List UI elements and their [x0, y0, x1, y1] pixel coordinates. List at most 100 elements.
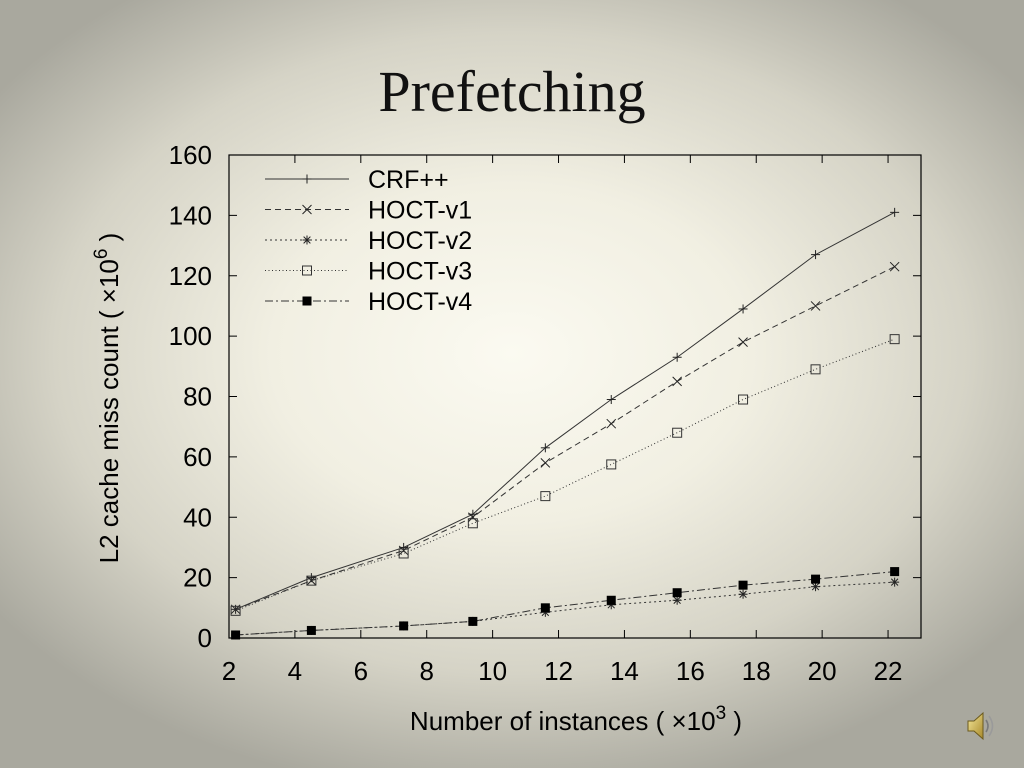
- y-tick-label: 40: [183, 502, 212, 532]
- series-hoct-v3: [230, 334, 900, 616]
- y-axis-title-prefix: L2 cache miss count (: [94, 303, 124, 563]
- series-hoct-v3-point: [606, 459, 617, 470]
- x-axis-title-prefix: Number of instances (: [410, 706, 672, 736]
- legend-label: HOCT-v3: [368, 258, 472, 286]
- legend-marker: [302, 204, 312, 215]
- series-hoct-v2-point: [811, 582, 821, 592]
- y-tick-label: 120: [169, 261, 212, 291]
- legend-label: HOCT-v1: [368, 197, 472, 225]
- series-hoct-v1-point: [810, 301, 821, 311]
- series-hoct-v4-point: [811, 574, 821, 584]
- series-hoct-v1-point: [467, 512, 478, 523]
- series-hoct-v2-point: [738, 589, 748, 599]
- series-hoct-v2-point: [672, 595, 682, 605]
- series-crf-point: [738, 304, 748, 314]
- series-hoct-v3-point: [398, 548, 409, 559]
- speaker-icon[interactable]: [966, 708, 996, 744]
- y-tick-label: 140: [169, 200, 212, 230]
- series-hoct-v4-point: [399, 621, 409, 631]
- y-axis-unit-exponent: 6: [91, 249, 112, 260]
- series-layer: [230, 207, 900, 640]
- y-axis-title: L2 cache miss count ( ×106 ): [91, 233, 124, 564]
- legend-item-hoct-v3: HOCT-v3: [265, 258, 472, 286]
- x-tick-label: 12: [544, 656, 573, 686]
- series-hoct-v1-point: [540, 458, 551, 468]
- legend-item-hoct-v4: HOCT-v4: [265, 288, 472, 316]
- legend-marker: [302, 235, 312, 245]
- legend-item-hoct-v2: HOCT-v2: [265, 227, 472, 255]
- x-axis-unit-exponent: 3: [716, 703, 727, 724]
- series-hoct-v3-point: [306, 575, 317, 586]
- series-hoct-v1: [230, 261, 900, 615]
- series-hoct-v4: [231, 567, 900, 640]
- series-hoct-v1-point: [306, 575, 317, 586]
- x-tick-label: 4: [288, 656, 302, 686]
- series-hoct-v2-point: [890, 577, 900, 587]
- legend-label: HOCT-v4: [368, 288, 472, 316]
- x-axis-title: Number of instances ( ×103 ): [410, 703, 742, 736]
- series-hoct-v1-point: [606, 418, 617, 429]
- y-tick-label: 20: [183, 563, 212, 593]
- x-tick-label: 8: [419, 656, 433, 686]
- series-hoct-v1-point: [672, 376, 683, 387]
- series-hoct-v4-point: [606, 595, 616, 605]
- series-hoct-v4-point: [672, 588, 682, 598]
- series-crf-point: [890, 207, 900, 217]
- series-hoct-v3-point: [467, 518, 478, 529]
- series-hoct-v4-point: [890, 567, 900, 577]
- series-hoct-v4-line: [235, 571, 895, 636]
- plot-frame: [228, 154, 922, 639]
- x-tick-label: 10: [478, 656, 507, 686]
- series-hoct-v3-point: [738, 394, 749, 405]
- y-axis-ticks: 0 20 40 60 80 100 120 140 160: [169, 140, 921, 653]
- series-hoct-v4-point: [231, 630, 241, 640]
- series-hoct-v1-line: [235, 266, 895, 610]
- legend-label: CRF++: [368, 166, 449, 194]
- y-axis-times-sign: ×: [94, 288, 124, 303]
- x-axis-times-sign: ×: [671, 706, 686, 736]
- slide-title: Prefetching: [378, 59, 646, 124]
- series-hoct-v1-point: [738, 337, 748, 348]
- legend-item-crf: CRF++: [265, 166, 449, 194]
- legend-marker: [302, 265, 312, 276]
- x-axis-title-suffix: ): [726, 706, 742, 736]
- x-tick-label: 20: [808, 656, 837, 686]
- legend-marker: [302, 174, 312, 184]
- series-hoct-v3-line: [235, 338, 895, 612]
- series-hoct-v1-point: [398, 545, 409, 556]
- series-crf-point: [540, 443, 550, 453]
- series-hoct-v2-line: [235, 581, 895, 636]
- y-tick-label: 60: [183, 442, 212, 472]
- legend-marker: [302, 296, 312, 306]
- y-tick-label: 100: [169, 321, 212, 351]
- series-hoct-v1-point: [889, 261, 900, 272]
- x-tick-label: 22: [874, 656, 903, 686]
- series-hoct-v2: [231, 577, 900, 640]
- y-axis-unit-base: 10: [94, 259, 124, 288]
- x-tick-label: 18: [742, 656, 771, 686]
- y-axis-title-suffix: ): [94, 233, 124, 249]
- series-crf-point: [606, 395, 616, 405]
- series-hoct-v3-point: [889, 334, 900, 345]
- x-tick-label: 14: [610, 656, 639, 686]
- x-tick-label: 2: [222, 656, 236, 686]
- series-hoct-v4-point: [306, 625, 316, 635]
- x-tick-label: 6: [354, 656, 368, 686]
- y-tick-label: 0: [198, 623, 212, 653]
- x-axis-unit-base: 10: [687, 706, 716, 736]
- series-hoct-v3-point: [540, 491, 551, 502]
- series-hoct-v3-point: [810, 364, 821, 375]
- series-crf-point: [811, 250, 821, 260]
- y-tick-label: 160: [169, 140, 212, 170]
- series-crf-point: [672, 352, 682, 362]
- series-hoct-v4-point: [468, 616, 478, 626]
- series-hoct-v3-point: [230, 605, 241, 616]
- legend-label: HOCT-v2: [368, 227, 472, 255]
- series-hoct-v4-point: [738, 580, 748, 590]
- y-tick-label: 80: [183, 382, 212, 412]
- series-hoct-v3-point: [672, 427, 683, 438]
- legend-item-hoct-v1: HOCT-v1: [265, 197, 472, 225]
- x-axis-ticks: 2 4 6 8 10 12 14 16 18 20 22: [222, 155, 903, 686]
